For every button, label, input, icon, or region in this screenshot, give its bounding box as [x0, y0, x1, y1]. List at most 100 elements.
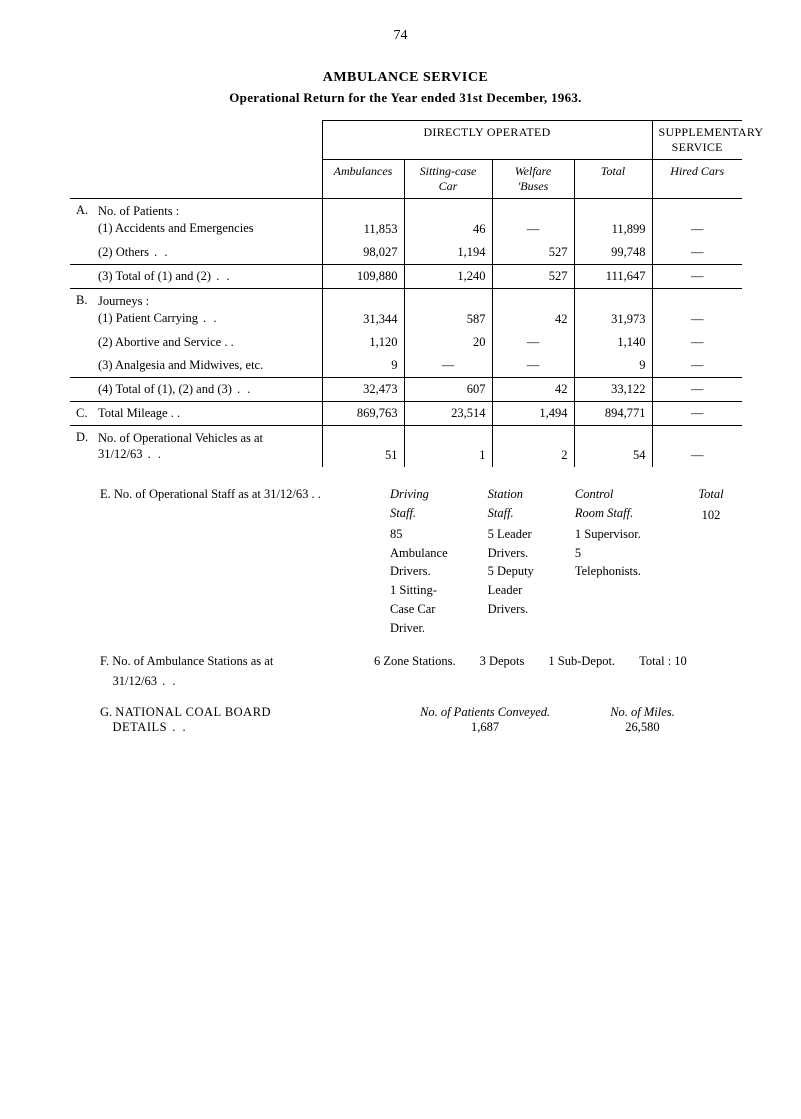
station-staff-line2: 5 Deputy Leader Drivers.	[488, 562, 535, 618]
A1-total: 11,899	[574, 199, 652, 241]
row-B-total: (4) Total of (1), (2) and (3) 32,473 607…	[70, 377, 742, 401]
B3-total: 9	[574, 354, 652, 378]
Atot-hired: —	[652, 264, 742, 288]
heading-G: NATIONAL COAL BOARD	[115, 705, 271, 719]
B2-welfare: —	[492, 331, 574, 354]
Btot-hired: —	[652, 377, 742, 401]
B1-welfare: 42	[492, 288, 574, 330]
heading-F-line2: 31/12/63	[113, 674, 178, 688]
G-details: DETAILS	[113, 720, 188, 734]
F-zone-stations: 6 Zone Stations.	[374, 651, 456, 691]
B2-sitting: 20	[404, 331, 492, 354]
blank-A-total	[70, 264, 92, 288]
E-total: Total 102	[681, 485, 741, 637]
A1-welfare: —	[492, 199, 574, 241]
section-F: F. No. of Ambulance Stations as at 31/12…	[70, 651, 741, 691]
A2-ambulances: 98,027	[322, 241, 404, 265]
control-room-staff: Control Room Staff. 1 Supervisor. 5 Tele…	[575, 485, 641, 637]
driving-staff-line2: 1 Sitting-Case Car Driver.	[390, 581, 448, 637]
G-patients-value: 1,687	[420, 720, 550, 735]
heading-D-line2: 31/12/63	[98, 446, 316, 463]
station-staff: Station Staff. 5 Leader Drivers. 5 Deput…	[488, 485, 535, 637]
label-A: A.	[70, 199, 92, 265]
heading-D-line1: No. of Operational Vehicles as at	[98, 430, 316, 447]
C-sitting: 23,514	[404, 401, 492, 425]
C-hired: —	[652, 401, 742, 425]
Atot-welfare: 527	[492, 264, 574, 288]
heading-F-line1: No. of Ambulance Stations as at	[112, 654, 273, 668]
row-A1: A. No. of Patients : (1) Accidents and E…	[70, 199, 742, 241]
B2-hired: —	[652, 331, 742, 354]
row-A-sub2-label: (2) Others	[92, 241, 322, 265]
heading-D: No. of Operational Vehicles as at 31/12/…	[92, 425, 322, 467]
row-B3: (3) Analgesia and Midwives, etc. 9 — — 9…	[70, 354, 742, 378]
col-total: Total	[574, 160, 652, 199]
row-A-total: (3) Total of (1) and (2) 109,880 1,240 5…	[70, 264, 742, 288]
E-total-label: Total	[681, 485, 741, 504]
row-A2: (2) Others 98,027 1,194 527 99,748 —	[70, 241, 742, 265]
title-main: AMBULANCE SERVICE	[70, 70, 741, 86]
C-total: 894,771	[574, 401, 652, 425]
D-ambulances: 51	[322, 425, 404, 467]
row-B-total-label: (4) Total of (1), (2) and (3)	[92, 377, 322, 401]
driving-staff-line1: 85 Ambulance Drivers.	[390, 525, 448, 581]
B3-ambulances: 9	[322, 354, 404, 378]
control-room-staff-line2: 5 Telephonists.	[575, 544, 641, 582]
page-number: 74	[0, 28, 801, 44]
label-G: G.	[100, 705, 112, 719]
A1-sitting: 46	[404, 199, 492, 241]
B1-hired: —	[652, 288, 742, 330]
F-sub-depot: 1 Sub-Depot.	[548, 651, 615, 691]
col-sitting-case-car: Sitting-case Car	[404, 160, 492, 199]
A1-hired: —	[652, 199, 742, 241]
Atot-total: 111,647	[574, 264, 652, 288]
B1-sitting: 587	[404, 288, 492, 330]
E-total-value: 102	[681, 506, 741, 525]
label-B: B.	[70, 288, 92, 377]
Btot-welfare: 42	[492, 377, 574, 401]
row-B1: B. Journeys : (1) Patient Carrying 31,34…	[70, 288, 742, 330]
A2-hired: —	[652, 241, 742, 265]
group-header-supplementary: SUPPLEMENTARY SERVICE	[652, 121, 742, 160]
station-staff-line1: 5 Leader Drivers.	[488, 525, 535, 563]
C-ambulances: 869,763	[322, 401, 404, 425]
blank-B-total	[70, 377, 92, 401]
F-total: Total : 10	[639, 651, 687, 691]
A2-welfare: 527	[492, 241, 574, 265]
station-staff-title: Station Staff.	[488, 485, 535, 523]
label-C: C.	[70, 401, 92, 425]
col-hired-cars: Hired Cars	[652, 160, 742, 199]
A1-ambulances: 11,853	[322, 199, 404, 241]
control-room-staff-title: Control Room Staff.	[575, 485, 641, 523]
G-miles-value: 26,580	[610, 720, 675, 735]
col-welfare-buses: Welfare 'Buses	[492, 160, 574, 199]
row-B2: (2) Abortive and Service . . 1,120 20 — …	[70, 331, 742, 354]
heading-C: Total Mileage . .	[92, 401, 322, 425]
D-hired: —	[652, 425, 742, 467]
row-A-total-text: (3) Total of (1) and (2)	[98, 269, 232, 283]
G-patients-label: No. of Patients Conveyed.	[420, 705, 550, 720]
row-A-total-label: (3) Total of (1) and (2)	[92, 264, 322, 288]
label-D: D.	[70, 425, 92, 467]
B1-total: 31,973	[574, 288, 652, 330]
heading-B: Journeys : (1) Patient Carrying	[92, 288, 322, 330]
driving-staff-title: Driving Staff.	[390, 485, 448, 523]
D-sitting: 1	[404, 425, 492, 467]
B3-hired: —	[652, 354, 742, 378]
section-E: E. No. of Operational Staff as at 31/12/…	[70, 485, 741, 637]
B2-ambulances: 1,120	[322, 331, 404, 354]
B2-total: 1,140	[574, 331, 652, 354]
title-block: AMBULANCE SERVICE Operational Return for…	[70, 70, 741, 106]
label-E: E.	[100, 487, 111, 501]
D-total: 54	[574, 425, 652, 467]
row-C: C. Total Mileage . . 869,763 23,514 1,49…	[70, 401, 742, 425]
row-B-sub3-label: (3) Analgesia and Midwives, etc.	[92, 354, 322, 378]
driving-staff: Driving Staff. 85 Ambulance Drivers. 1 S…	[390, 485, 448, 637]
B1-ambulances: 31,344	[322, 288, 404, 330]
heading-E: No. of Operational Staff as at 31/12/63 …	[114, 487, 321, 501]
row-B-sub2-label: (2) Abortive and Service . .	[92, 331, 322, 354]
group-header-row: DIRECTLY OPERATED SUPPLEMENTARY SERVICE	[70, 121, 742, 160]
A2-total: 99,748	[574, 241, 652, 265]
Btot-ambulances: 32,473	[322, 377, 404, 401]
section-G: G. NATIONAL COAL BOARD DETAILS No. of Pa…	[70, 705, 741, 735]
